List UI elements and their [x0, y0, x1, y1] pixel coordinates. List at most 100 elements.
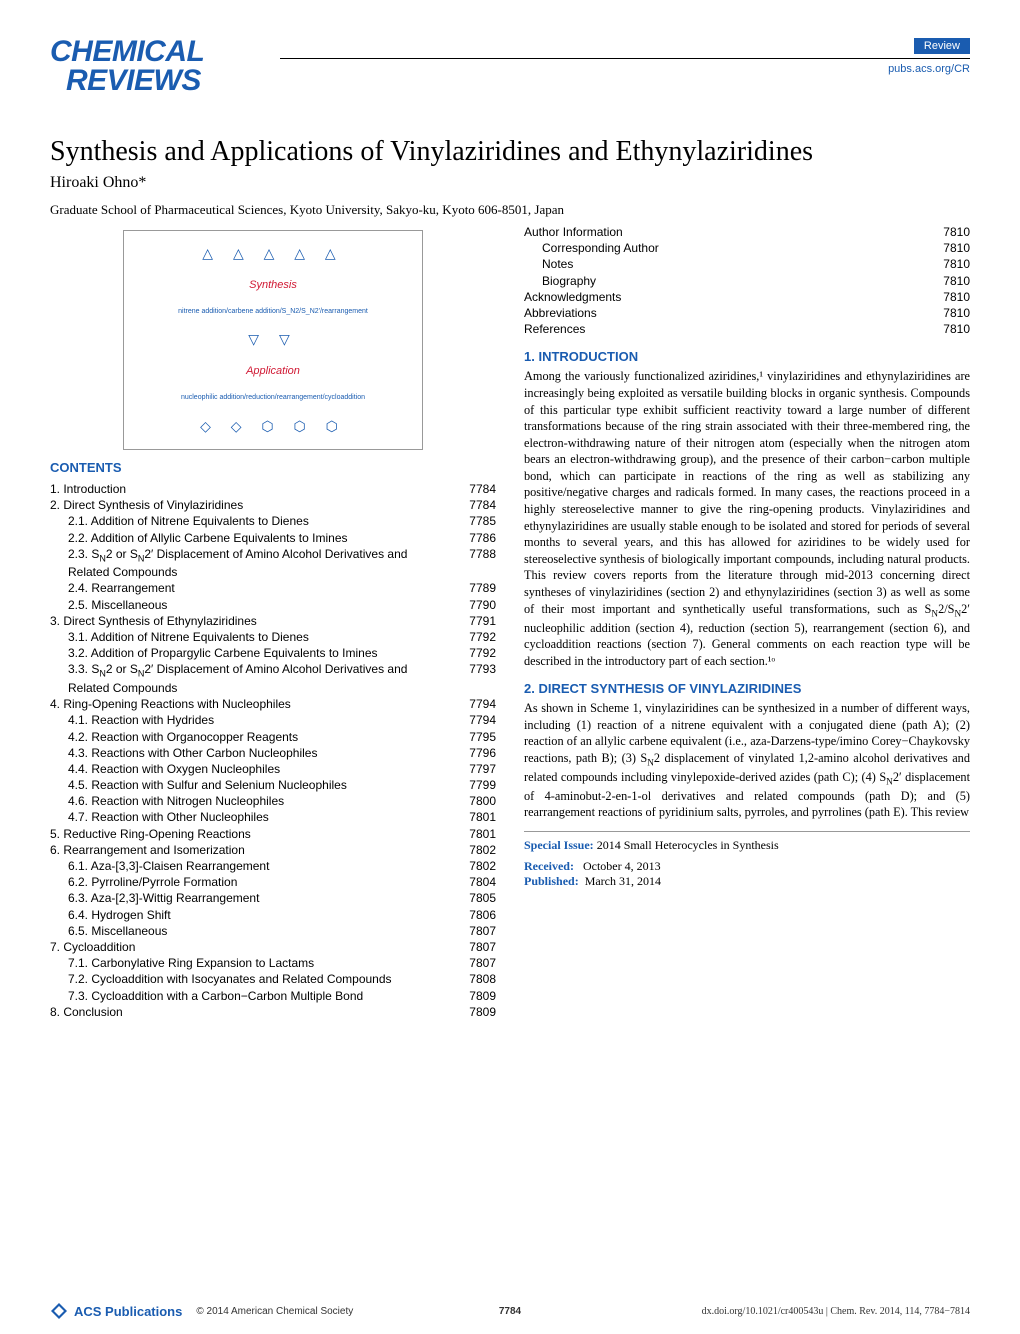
toc-entry[interactable]: 6. Rearrangement and Isomerization7802	[50, 842, 496, 858]
toc-entry-label: 6. Rearrangement and Isomerization	[50, 842, 458, 858]
published-value: March 31, 2014	[585, 874, 661, 888]
toc-entry[interactable]: Abbreviations7810	[524, 305, 970, 321]
published-row: Published: March 31, 2014	[524, 874, 970, 889]
toc-entry[interactable]: 4.4. Reaction with Oxygen Nucleophiles77…	[50, 761, 496, 777]
toc-entry-label: 6.2. Pyrroline/Pyrrole Formation	[50, 874, 458, 890]
toc-entry[interactable]: 8. Conclusion7809	[50, 1004, 496, 1020]
toc-entry-label: References	[524, 321, 932, 337]
toc-entry-page: 7785	[458, 513, 496, 529]
toc-entry[interactable]: 1. Introduction7784	[50, 481, 496, 497]
toc-entry[interactable]: 4.2. Reaction with Organocopper Reagents…	[50, 729, 496, 745]
section-1-body: Among the variously functionalized aziri…	[524, 368, 970, 669]
toc-synthesis-label: Synthesis	[249, 279, 297, 291]
toc-entry-page: 7810	[932, 289, 970, 305]
toc-entry[interactable]: 3.1. Addition of Nitrene Equivalents to …	[50, 629, 496, 645]
toc-entry[interactable]: 2.4. Rearrangement7789	[50, 580, 496, 596]
toc-entry-label: 2.2. Addition of Allylic Carbene Equival…	[50, 530, 458, 546]
toc-entry-label: 7.3. Cycloaddition with a Carbon−Carbon …	[50, 988, 458, 1004]
toc-entry[interactable]: 3. Direct Synthesis of Ethynylaziridines…	[50, 613, 496, 629]
section-2-header: 2. DIRECT SYNTHESIS OF VINYLAZIRIDINES	[524, 681, 970, 696]
toc-entry-label: 4.6. Reaction with Nitrogen Nucleophiles	[50, 793, 458, 809]
toc-entry-label: 4.4. Reaction with Oxygen Nucleophiles	[50, 761, 458, 777]
toc-entry-page: 7786	[458, 530, 496, 546]
toc-entry[interactable]: 4.7. Reaction with Other Nucleophiles780…	[50, 809, 496, 825]
toc-entry[interactable]: 4.6. Reaction with Nitrogen Nucleophiles…	[50, 793, 496, 809]
toc-entry-page: 7810	[932, 256, 970, 272]
toc-entry[interactable]: 3.3. SN2 or SN2′ Displacement of Amino A…	[50, 661, 496, 696]
header-rule	[280, 58, 970, 59]
toc-entry-label: 3.1. Addition of Nitrene Equivalents to …	[50, 629, 458, 645]
toc-entry-label: 1. Introduction	[50, 481, 458, 497]
toc-entry[interactable]: Acknowledgments7810	[524, 289, 970, 305]
toc-entry[interactable]: Author Information7810	[524, 224, 970, 240]
toc-entry-page: 7802	[458, 858, 496, 874]
left-column: △ △ △ △ △ Synthesis nitrene addition/car…	[50, 224, 496, 1020]
toc-entry[interactable]: 7.1. Carbonylative Ring Expansion to Lac…	[50, 955, 496, 971]
toc-entry-label: 2.1. Addition of Nitrene Equivalents to …	[50, 513, 458, 529]
toc-entry-page: 7806	[458, 907, 496, 923]
toc-entry[interactable]: 2.2. Addition of Allylic Carbene Equival…	[50, 530, 496, 546]
article-type-badge: Review	[914, 38, 970, 54]
toc-entry[interactable]: Notes7810	[524, 256, 970, 272]
toc-entry-page: 7791	[458, 613, 496, 629]
toc-list-right: Author Information7810Corresponding Auth…	[524, 224, 970, 337]
toc-entry[interactable]: 4.3. Reactions with Other Carbon Nucleop…	[50, 745, 496, 761]
toc-entry[interactable]: Biography7810	[524, 273, 970, 289]
toc-entry[interactable]: 4.5. Reaction with Sulfur and Selenium N…	[50, 777, 496, 793]
toc-entry[interactable]: 6.1. Aza-[3,3]-Claisen Rearrangement7802	[50, 858, 496, 874]
toc-entry-page: 7809	[458, 988, 496, 1004]
toc-entry[interactable]: 5. Reductive Ring-Opening Reactions7801	[50, 826, 496, 842]
toc-entry[interactable]: 2.5. Miscellaneous7790	[50, 597, 496, 613]
toc-entry[interactable]: 4.1. Reaction with Hydrides7794	[50, 712, 496, 728]
received-label: Received:	[524, 859, 574, 873]
copyright-text: © 2014 American Chemical Society	[196, 1306, 353, 1317]
toc-entry-label: 4.5. Reaction with Sulfur and Selenium N…	[50, 777, 458, 793]
toc-entry[interactable]: 7.2. Cycloaddition with Isocyanates and …	[50, 971, 496, 987]
toc-application-sub: nucleophilic addition/reduction/rearrang…	[181, 394, 365, 401]
toc-entry-label: Author Information	[524, 224, 932, 240]
toc-entry[interactable]: 6.5. Miscellaneous7807	[50, 923, 496, 939]
toc-entry[interactable]: 6.4. Hydrogen Shift7806	[50, 907, 496, 923]
page-number: 7784	[499, 1306, 521, 1317]
toc-structures-top: △ △ △ △ △	[202, 245, 343, 262]
toc-entry[interactable]: References7810	[524, 321, 970, 337]
toc-entry[interactable]: 7. Cycloaddition7807	[50, 939, 496, 955]
toc-entry-label: 6.1. Aza-[3,3]-Claisen Rearrangement	[50, 858, 458, 874]
journal-name-line2: REVIEWS	[50, 67, 280, 96]
toc-entry-label: 2. Direct Synthesis of Vinylaziridines	[50, 497, 458, 513]
toc-entry-label: 8. Conclusion	[50, 1004, 458, 1020]
toc-entry[interactable]: 7.3. Cycloaddition with a Carbon−Carbon …	[50, 988, 496, 1004]
toc-entry-page: 7810	[932, 240, 970, 256]
toc-entry-page: 7794	[458, 712, 496, 728]
toc-entry-label: 4.2. Reaction with Organocopper Reagents	[50, 729, 458, 745]
toc-entry-label: 6.4. Hydrogen Shift	[50, 907, 458, 923]
toc-entry[interactable]: 6.3. Aza-[2,3]-Wittig Rearrangement7805	[50, 890, 496, 906]
toc-entry[interactable]: 2.1. Addition of Nitrene Equivalents to …	[50, 513, 496, 529]
toc-entry-label: 5. Reductive Ring-Opening Reactions	[50, 826, 458, 842]
toc-entry-page: 7801	[458, 826, 496, 842]
toc-entry-page: 7784	[458, 481, 496, 497]
toc-entry-page: 7801	[458, 809, 496, 825]
received-value: October 4, 2013	[583, 859, 661, 873]
toc-entry[interactable]: Corresponding Author7810	[524, 240, 970, 256]
pubs-link[interactable]: pubs.acs.org/CR	[280, 63, 970, 75]
toc-entry[interactable]: 2.3. SN2 or SN2′ Displacement of Amino A…	[50, 546, 496, 581]
special-issue-row: Special Issue: 2014 Small Heterocycles i…	[524, 838, 970, 853]
toc-entry[interactable]: 4. Ring-Opening Reactions with Nucleophi…	[50, 696, 496, 712]
toc-entry-label: 2.3. SN2 or SN2′ Displacement of Amino A…	[50, 546, 458, 581]
toc-entry-page: 7799	[458, 777, 496, 793]
toc-entry-page: 7810	[932, 305, 970, 321]
toc-entry-label: Corresponding Author	[524, 240, 932, 256]
toc-entry[interactable]: 2. Direct Synthesis of Vinylaziridines77…	[50, 497, 496, 513]
toc-entry-page: 7808	[458, 971, 496, 987]
toc-entry-label: 4.3. Reactions with Other Carbon Nucleop…	[50, 745, 458, 761]
toc-entry-label: 6.5. Miscellaneous	[50, 923, 458, 939]
toc-entry-page: 7795	[458, 729, 496, 745]
toc-entry[interactable]: 3.2. Addition of Propargylic Carbene Equ…	[50, 645, 496, 661]
toc-entry-page: 7805	[458, 890, 496, 906]
toc-entry-label: 4.1. Reaction with Hydrides	[50, 712, 458, 728]
toc-entry-page: 7789	[458, 580, 496, 596]
journal-logo: CHEMICAL REVIEWS	[50, 30, 280, 120]
toc-entry[interactable]: 6.2. Pyrroline/Pyrrole Formation7804	[50, 874, 496, 890]
article-info-box: Special Issue: 2014 Small Heterocycles i…	[524, 831, 970, 889]
